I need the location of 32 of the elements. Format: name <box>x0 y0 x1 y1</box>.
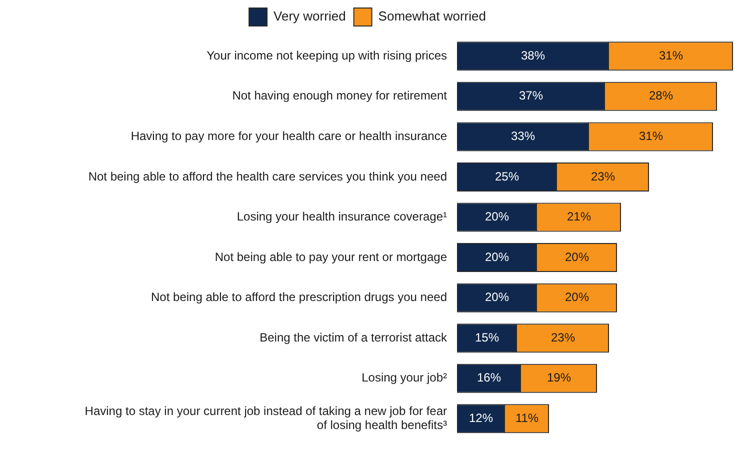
legend-label: Very worried <box>274 8 346 24</box>
data-label: 31% <box>658 48 684 62</box>
data-label: 25% <box>494 169 520 184</box>
data-label: 23% <box>590 169 616 184</box>
data-label: 20% <box>484 290 510 304</box>
data-label: 12% <box>468 410 494 425</box>
data-label: 38% <box>520 48 546 62</box>
data-label: 16% <box>476 370 502 385</box>
data-label: 20% <box>484 250 510 264</box>
data-label: 20% <box>564 250 590 264</box>
data-label: 15% <box>474 330 500 344</box>
data-label: 11% <box>515 410 539 425</box>
y-tick-label: Not being able to pay your rent or mortgage <box>214 250 448 264</box>
data-label: 21% <box>566 210 592 224</box>
data-label: 19% <box>546 370 572 385</box>
y-tick-label: Losing your job² <box>362 370 447 385</box>
data-label: 31% <box>638 129 664 144</box>
data-label: 28% <box>648 88 674 103</box>
y-tick-label: Being the victim of a terrorist attack <box>260 330 448 344</box>
y-tick-label: Having to stay in your current job instead of taking a new job for fear of losing health benefits³ <box>84 404 447 432</box>
y-tick-label: Not being able to afford the prescription drugs you need <box>151 290 447 304</box>
y-tick-label: Having to pay more for your health care or health insurance <box>130 129 448 144</box>
data-label: 37% <box>518 88 544 103</box>
data-label: 20% <box>484 210 510 224</box>
data-label: 20% <box>564 290 590 304</box>
data-label: 23% <box>550 330 576 344</box>
y-tick-label: Your income not keeping up with rising prices <box>206 48 447 62</box>
data-label: 33% <box>510 129 536 144</box>
y-tick-label: Not being able to afford the health care services you think you need <box>88 169 447 184</box>
y-tick-label: Not having enough money for retirement <box>232 88 448 103</box>
y-tick-label: Losing your health insurance coverage¹ <box>236 210 447 224</box>
legend-label: Somewhat worried <box>378 8 486 24</box>
